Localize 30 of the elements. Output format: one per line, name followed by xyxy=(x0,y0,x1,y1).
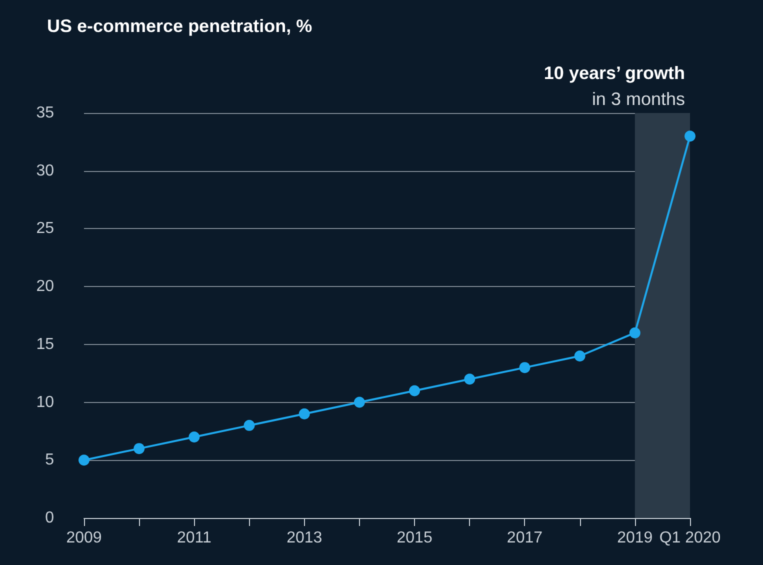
point xyxy=(684,130,696,142)
point xyxy=(464,374,476,385)
y-tick-label: 25 xyxy=(36,220,54,238)
x-tick-label: 2015 xyxy=(396,530,432,546)
text: in 3 months xyxy=(592,89,685,109)
point xyxy=(244,420,255,431)
x-tick-label: 2017 xyxy=(506,530,543,546)
x-tick-label: 2009 xyxy=(66,530,102,546)
point xyxy=(298,408,310,420)
y-tick-label: 30 xyxy=(36,162,54,180)
point xyxy=(134,443,145,454)
chart-title: US e-commerce penetration, % xyxy=(47,16,312,36)
point xyxy=(354,396,365,408)
y-tick-label: 35 xyxy=(36,104,54,122)
point xyxy=(78,454,90,466)
point xyxy=(188,432,200,442)
y-tick-label: 10 xyxy=(36,394,54,411)
point xyxy=(409,385,420,396)
point xyxy=(519,362,530,374)
x-tick-label: 2019 xyxy=(617,530,653,546)
y-tick-label: 20 xyxy=(36,278,54,296)
x-tick-label: 2011 xyxy=(176,530,212,546)
band-label: 10 years’ growth xyxy=(544,63,685,83)
point xyxy=(574,350,586,362)
point xyxy=(629,327,640,338)
y-tick-label: 0 xyxy=(45,510,54,526)
y-tick-label: 15 xyxy=(36,336,54,353)
x-tick-label: Q1 2020 xyxy=(659,530,721,546)
y-tick-label: 5 xyxy=(45,452,54,469)
x-tick-label: 2013 xyxy=(286,530,322,546)
